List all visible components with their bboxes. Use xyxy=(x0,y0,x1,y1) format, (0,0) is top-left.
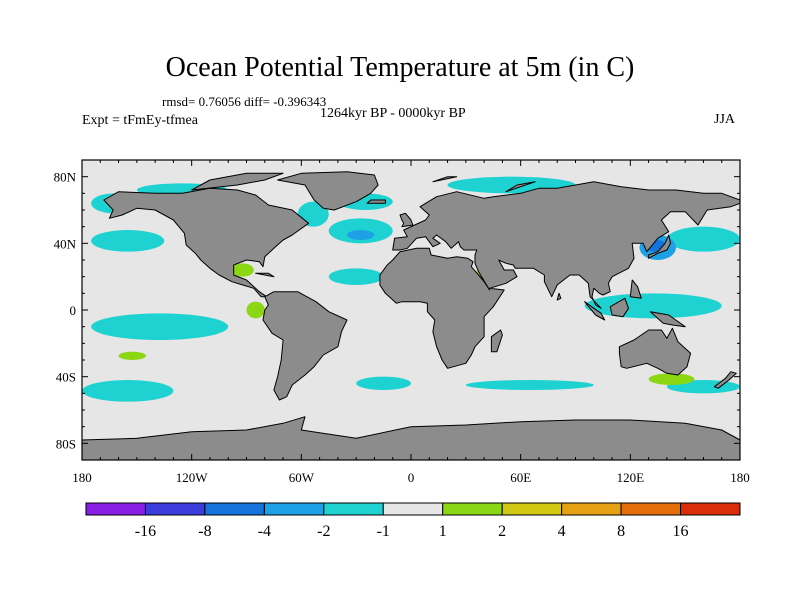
anomaly-patch xyxy=(91,230,165,252)
colorbar-label: 16 xyxy=(673,523,689,540)
x-tick-label: 60W xyxy=(289,470,315,485)
landmass-canadian-arctic xyxy=(191,172,284,191)
landmass-eurasia-africa xyxy=(379,181,740,369)
landmass-sumatra xyxy=(584,301,606,321)
landmass-north-america xyxy=(103,187,310,298)
experiment-label: Expt = tFmEy-tfmea xyxy=(82,113,198,128)
chart-title: Ocean Potential Temperature at 5m (in C) xyxy=(165,52,635,83)
y-tick-label: 80S xyxy=(56,436,76,451)
anomaly-patch xyxy=(465,380,594,390)
y-tick-label: 0 xyxy=(70,303,77,318)
anomaly-patch xyxy=(91,313,229,340)
landmass-philippines xyxy=(629,279,642,299)
x-tick-label: 60E xyxy=(510,470,531,485)
landmass-borneo xyxy=(609,297,629,318)
landmass-iceland xyxy=(366,199,386,204)
season-label: JJA xyxy=(714,112,736,127)
x-tick-label: 120E xyxy=(617,470,645,485)
colorbar-label: -2 xyxy=(317,523,330,540)
colorbar-label: -16 xyxy=(135,523,156,540)
x-tick-label: 180 xyxy=(72,470,92,485)
landmass-australia xyxy=(618,327,692,376)
anomaly-patch xyxy=(356,376,412,391)
colorbar-label: 4 xyxy=(558,523,566,540)
anomaly-patch xyxy=(648,373,695,385)
y-tick-label: 40N xyxy=(54,236,77,251)
anomaly-patch xyxy=(82,380,174,402)
x-tick-label: 0 xyxy=(408,470,415,485)
landmass-new-zealand xyxy=(713,371,737,389)
y-axis: 80N 40N 0 40S 80S xyxy=(54,170,740,451)
landmass-svalbard xyxy=(432,176,458,183)
colorbar-swatch xyxy=(144,502,206,516)
y-tick-label: 80N xyxy=(54,170,77,185)
x-axis: 180 120W 60W 0 60E 120E 180 xyxy=(72,160,750,485)
landmass-japan xyxy=(648,234,671,259)
stats-label: rmsd= 0.76056 diff= -0.396343 xyxy=(162,94,327,109)
colorbar: -16 -8 -4 -2 -1 1 2 4 8 16 xyxy=(85,502,741,540)
anomaly-layer xyxy=(82,176,740,402)
colorbar-label: 8 xyxy=(617,523,625,540)
colorbar-swatch xyxy=(561,502,622,516)
x-tick-label: 180 xyxy=(730,470,750,485)
landmass-greenland xyxy=(277,171,379,211)
anomaly-patch xyxy=(666,226,740,252)
landmass-madagascar xyxy=(490,329,503,353)
landmass-novaya-zemlya xyxy=(505,181,536,193)
anomaly-patch xyxy=(231,263,254,277)
colorbar-swatch xyxy=(85,502,146,516)
landmass-south-america xyxy=(262,291,348,401)
landmass-new-guinea xyxy=(649,311,686,328)
colorbar-label: -8 xyxy=(198,523,211,540)
landmass-cuba xyxy=(255,272,275,278)
period-label: 1264kyr BP - 0000kyr BP xyxy=(320,106,466,121)
y-tick-label: 40S xyxy=(56,370,76,385)
colorbar-swatch xyxy=(382,502,444,516)
colorbar-swatch xyxy=(501,502,563,516)
landmass-antarctica xyxy=(81,416,740,460)
colorbar-label: -1 xyxy=(377,523,390,540)
anomaly-patch xyxy=(328,268,384,285)
landmass-sri-lanka xyxy=(556,292,562,301)
colorbar-label: 1 xyxy=(439,523,447,540)
colorbar-swatch xyxy=(263,502,325,516)
colorbar-swatch xyxy=(620,502,682,516)
anomaly-patch xyxy=(347,230,375,240)
anomaly-patch xyxy=(246,301,265,319)
x-tick-label: 120W xyxy=(176,470,209,485)
colorbar-swatch xyxy=(323,502,384,516)
colorbar-swatch xyxy=(204,502,265,516)
colorbar-label: -4 xyxy=(258,523,271,540)
colorbar-swatch xyxy=(680,502,741,516)
colorbar-swatch xyxy=(442,502,503,516)
land-layer xyxy=(81,171,740,460)
colorbar-label: 2 xyxy=(498,523,506,540)
anomaly-patch xyxy=(118,351,146,361)
landmass-uk xyxy=(399,212,414,228)
